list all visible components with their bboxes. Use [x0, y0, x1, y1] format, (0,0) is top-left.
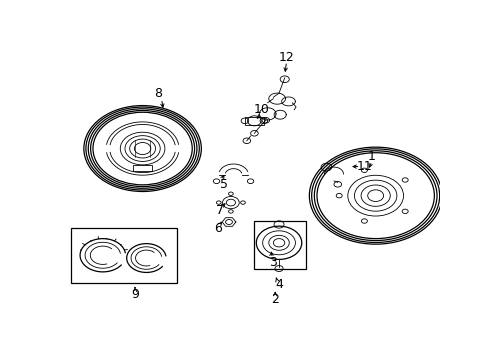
- Text: 6: 6: [214, 222, 222, 235]
- Bar: [70, 228, 176, 283]
- Text: 8: 8: [153, 87, 162, 100]
- Text: 10: 10: [254, 103, 269, 116]
- Text: 2: 2: [271, 293, 279, 306]
- Text: 7: 7: [216, 204, 224, 217]
- Text: 9: 9: [131, 288, 139, 301]
- Text: 11: 11: [356, 160, 371, 173]
- Bar: [133, 165, 152, 171]
- Text: 1: 1: [367, 150, 375, 163]
- Bar: [244, 117, 264, 125]
- Text: 4: 4: [275, 278, 283, 291]
- Text: 12: 12: [278, 50, 294, 64]
- Text: 5: 5: [220, 178, 227, 191]
- Text: 3: 3: [269, 256, 277, 269]
- Bar: [254, 221, 305, 269]
